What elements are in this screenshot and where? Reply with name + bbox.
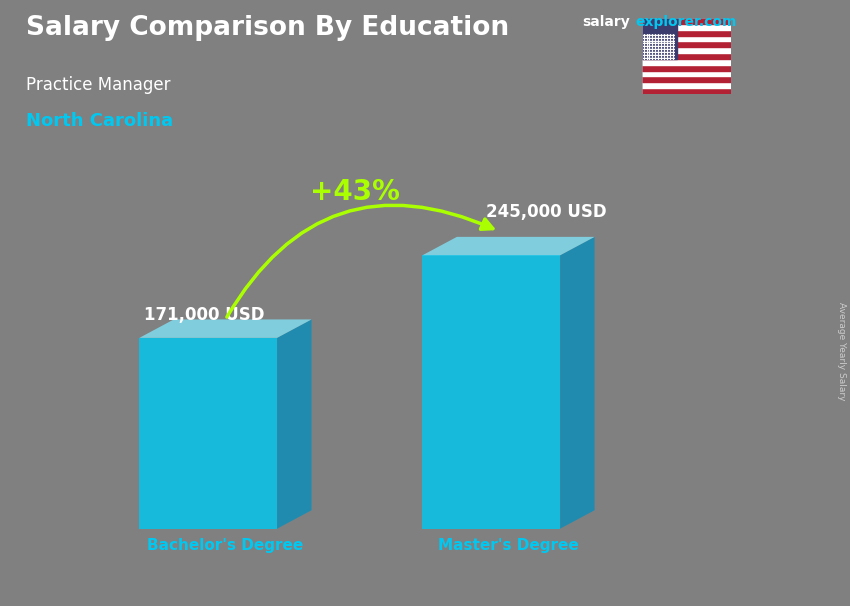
Bar <box>642 59 731 65</box>
Text: explorer.com: explorer.com <box>635 15 736 29</box>
Text: 245,000 USD: 245,000 USD <box>486 203 607 221</box>
Text: 171,000 USD: 171,000 USD <box>144 307 264 324</box>
Text: Master's Degree: Master's Degree <box>438 538 579 553</box>
Text: Bachelor's Degree: Bachelor's Degree <box>147 538 303 553</box>
Bar <box>642 24 731 30</box>
Text: Salary Comparison By Education: Salary Comparison By Education <box>26 15 508 41</box>
Polygon shape <box>277 319 311 528</box>
Text: salary: salary <box>582 15 630 29</box>
Bar <box>642 53 731 59</box>
Text: Practice Manager: Practice Manager <box>26 76 170 94</box>
Bar <box>642 30 731 36</box>
Bar <box>642 71 731 76</box>
Text: North Carolina: North Carolina <box>26 112 173 130</box>
Text: +43%: +43% <box>309 178 399 206</box>
Polygon shape <box>422 255 560 528</box>
Bar <box>642 88 731 94</box>
Polygon shape <box>139 338 277 528</box>
Polygon shape <box>560 237 595 528</box>
Bar <box>642 47 731 53</box>
Bar <box>642 82 731 88</box>
Bar <box>642 41 731 47</box>
Bar <box>642 76 731 82</box>
Polygon shape <box>139 319 311 338</box>
Bar <box>642 18 731 24</box>
Polygon shape <box>422 237 595 255</box>
Bar <box>642 65 731 71</box>
Text: Average Yearly Salary: Average Yearly Salary <box>836 302 846 401</box>
Bar <box>642 18 677 59</box>
Bar <box>642 36 731 41</box>
